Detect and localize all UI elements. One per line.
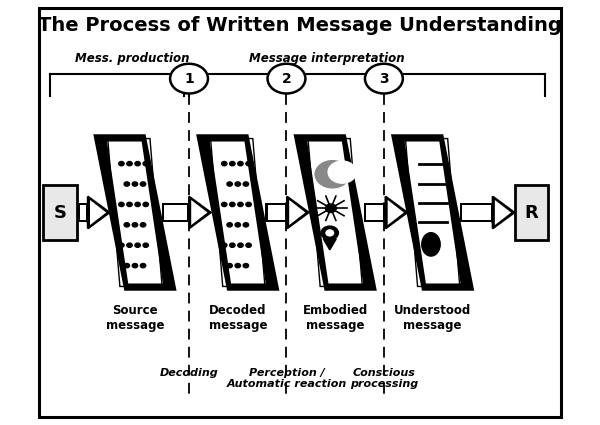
Circle shape [235,182,241,186]
Text: The Process of Written Message Understanding: The Process of Written Message Understan… [38,16,562,35]
Circle shape [127,202,132,207]
Polygon shape [90,200,106,225]
Circle shape [230,202,235,207]
Circle shape [132,264,137,268]
Text: Understood
message: Understood message [394,304,471,332]
Circle shape [246,162,251,166]
Text: Mess. production: Mess. production [76,52,190,65]
Circle shape [243,264,248,268]
Circle shape [140,264,146,268]
Circle shape [119,202,124,207]
Circle shape [170,64,208,94]
Polygon shape [393,136,472,289]
Circle shape [132,223,137,227]
Circle shape [365,64,403,94]
Text: Conscious
processing: Conscious processing [350,368,418,389]
Circle shape [243,223,248,227]
FancyBboxPatch shape [268,205,285,221]
FancyBboxPatch shape [164,205,187,221]
Circle shape [119,243,124,247]
FancyBboxPatch shape [515,185,548,240]
Polygon shape [198,136,277,289]
Circle shape [235,223,241,227]
Circle shape [243,182,248,186]
Circle shape [135,243,140,247]
Polygon shape [210,142,266,283]
FancyBboxPatch shape [460,203,493,222]
FancyBboxPatch shape [364,203,386,222]
Circle shape [326,230,334,236]
Circle shape [124,264,130,268]
FancyBboxPatch shape [463,205,491,221]
Text: Embodied
message: Embodied message [302,304,368,332]
Text: S: S [54,204,67,221]
Circle shape [238,202,243,207]
Circle shape [227,264,232,268]
Circle shape [143,243,148,247]
FancyBboxPatch shape [39,8,561,417]
Circle shape [268,64,305,94]
Circle shape [135,162,140,166]
Circle shape [230,243,235,247]
Polygon shape [95,136,175,289]
Polygon shape [107,142,163,283]
Circle shape [127,243,132,247]
FancyBboxPatch shape [366,205,383,221]
Circle shape [143,202,148,207]
Text: Decoded
message: Decoded message [209,304,267,332]
Circle shape [143,162,148,166]
Text: 2: 2 [281,72,292,85]
Circle shape [321,226,338,240]
Text: Perception /
Automatic reaction: Perception / Automatic reaction [226,368,347,389]
FancyBboxPatch shape [43,185,77,240]
Text: Message interpretation: Message interpretation [249,52,405,65]
Text: R: R [525,204,539,221]
FancyBboxPatch shape [265,203,287,222]
Circle shape [140,223,146,227]
Circle shape [238,162,243,166]
Polygon shape [307,142,363,283]
Circle shape [119,162,124,166]
Polygon shape [323,239,336,250]
Polygon shape [189,196,211,229]
Text: Source
message: Source message [106,304,164,332]
Circle shape [227,223,232,227]
Circle shape [135,202,140,207]
Polygon shape [88,196,109,229]
Polygon shape [386,196,407,229]
Polygon shape [493,196,514,229]
Circle shape [221,243,227,247]
FancyBboxPatch shape [78,203,88,222]
Polygon shape [289,200,305,225]
Circle shape [315,161,350,188]
Circle shape [246,202,251,207]
Circle shape [246,243,251,247]
Circle shape [230,162,235,166]
Polygon shape [191,200,208,225]
Ellipse shape [422,233,440,256]
Circle shape [124,182,130,186]
Circle shape [235,264,241,268]
Circle shape [132,182,137,186]
Text: 1: 1 [184,72,194,85]
Polygon shape [404,142,461,283]
Circle shape [124,223,130,227]
Circle shape [221,162,227,166]
FancyBboxPatch shape [80,205,86,221]
Circle shape [325,204,336,212]
Circle shape [227,182,232,186]
Polygon shape [296,136,374,289]
FancyBboxPatch shape [162,203,189,222]
Circle shape [127,162,132,166]
Polygon shape [388,200,404,225]
Circle shape [221,202,227,207]
Polygon shape [287,196,308,229]
Polygon shape [495,200,511,225]
Circle shape [238,243,243,247]
Text: 3: 3 [379,72,389,85]
Text: Decoding: Decoding [160,368,218,378]
Circle shape [328,161,356,183]
Circle shape [140,182,146,186]
